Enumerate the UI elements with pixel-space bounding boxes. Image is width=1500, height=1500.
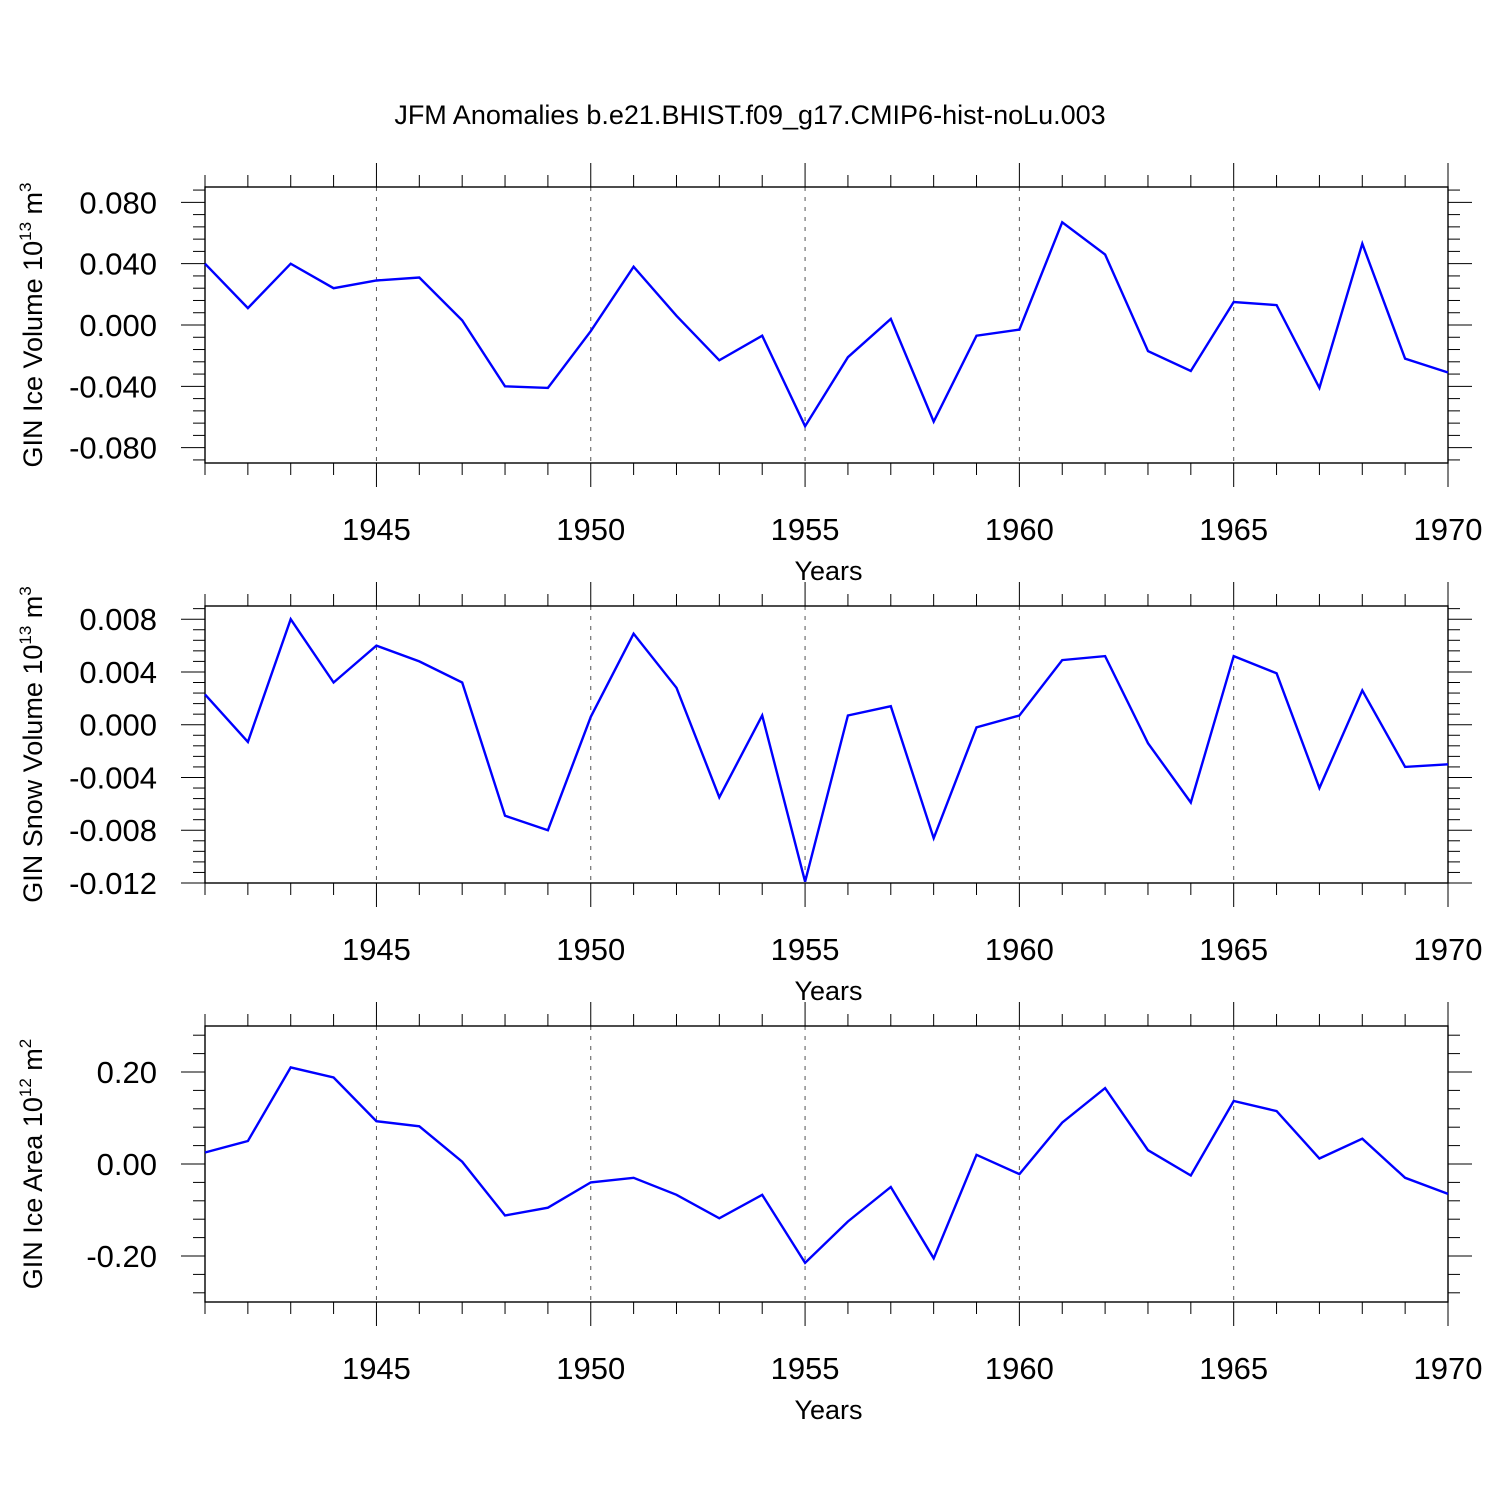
x-tick-label: 1970 — [1414, 932, 1483, 967]
y-tick-label: -0.008 — [69, 813, 157, 848]
y-tick-label: -0.20 — [86, 1239, 157, 1274]
y-axis-label-sup1: 13 — [16, 222, 35, 241]
chart-panel-3: 0.20 0.00 -0.20 1945 1950 1955 1960 1965 1970 Yea… — [16, 1002, 1482, 1425]
x-tick-label: 1945 — [342, 1351, 411, 1386]
y-tick-label: -0.080 — [69, 431, 157, 466]
y-tick-label: -0.012 — [69, 866, 157, 901]
x-tick-label: 1960 — [985, 512, 1054, 547]
y-tick-label: 0.040 — [79, 247, 157, 282]
x-tick-label: 1950 — [556, 932, 625, 967]
y-axis-label-sup2: 3 — [16, 182, 35, 191]
x-tick-label: 1960 — [985, 932, 1054, 967]
x-tick-label: 1950 — [556, 512, 625, 547]
x-tick-label: 1950 — [556, 1351, 625, 1386]
y-tick-label: -0.004 — [69, 760, 157, 795]
y-axis-label-unit: m — [18, 1048, 48, 1078]
x-tick-label: 1965 — [1199, 1351, 1268, 1386]
y-tick-label: 0.008 — [79, 602, 157, 637]
x-tick-label: 1970 — [1414, 512, 1483, 547]
y-axis-label-sup2: 3 — [16, 586, 35, 595]
y-tick-label: 0.080 — [79, 185, 157, 220]
x-axis-label: Years — [794, 556, 862, 586]
y-axis-label: GIN Ice Area 1012 m2 — [16, 1039, 48, 1290]
y-axis-label-text: GIN Snow Volume 10 — [18, 645, 48, 903]
x-axis-label: Years — [794, 1395, 862, 1425]
y-tick-label: 0.004 — [79, 655, 157, 690]
panels: 0.080 0.040 0.000 -0.040 -0.080 1945 1950 1955 1… — [16, 163, 1482, 1425]
y-axis-label: GIN Snow Volume 1013 m3 — [16, 586, 48, 903]
y-tick-label: 0.000 — [79, 308, 157, 343]
y-tick-label: 0.20 — [97, 1055, 157, 1090]
x-tick-label: 1965 — [1199, 932, 1268, 967]
y-tick-label: 0.000 — [79, 708, 157, 743]
x-tick-label: 1965 — [1199, 512, 1268, 547]
y-axis-label-unit: m — [18, 192, 48, 222]
y-axis-label-text: GIN Ice Volume 10 — [18, 241, 48, 468]
chart-panel-1: 0.080 0.040 0.000 -0.040 -0.080 1945 1950 1955 1… — [16, 163, 1482, 586]
plot-frame — [204, 605, 1449, 884]
chart-panel-2: 0.008 0.004 0.000 -0.004 -0.008 -0.012 1945 195… — [16, 582, 1482, 1006]
plot-frame — [204, 186, 1449, 464]
y-axis-label-sup1: 13 — [16, 626, 35, 645]
plot-frame — [204, 1025, 1449, 1303]
series-line-1 — [204, 1066, 1449, 1265]
y-axis-label-sup2: 2 — [16, 1039, 35, 1048]
x-tick-label: 1955 — [771, 512, 840, 547]
chart-title: JFM Anomalies b.e21.BHIST.f09_g17.CMIP6-… — [394, 100, 1105, 130]
y-axis-label-sup1: 12 — [16, 1078, 35, 1097]
x-tick-label: 1945 — [342, 932, 411, 967]
y-axis-label: GIN Ice Volume 1013 m3 — [16, 182, 48, 467]
x-tick-label: 1960 — [985, 1351, 1054, 1386]
y-axis-label-unit: m — [18, 596, 48, 626]
y-tick-label: 0.00 — [97, 1147, 157, 1182]
x-axis-label: Years — [794, 976, 862, 1006]
series-line-1 — [204, 220, 1449, 429]
x-tick-label: 1955 — [771, 932, 840, 967]
x-tick-label: 1945 — [342, 512, 411, 547]
x-tick-label: 1955 — [771, 1351, 840, 1386]
series-line-1 — [204, 616, 1449, 882]
y-tick-label: -0.040 — [69, 369, 157, 404]
y-axis-label-text: GIN Ice Area 10 — [18, 1097, 48, 1289]
x-tick-label: 1970 — [1414, 1351, 1483, 1386]
